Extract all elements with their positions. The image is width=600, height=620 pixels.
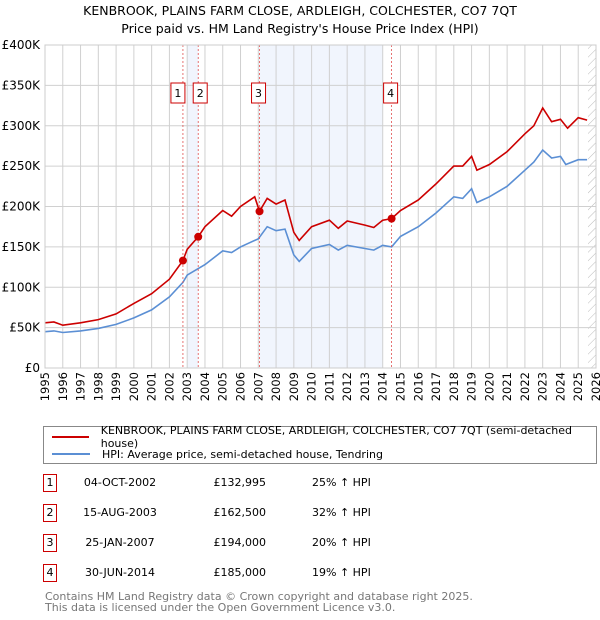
x-tick-label: 2017 — [429, 372, 443, 401]
y-tick-label: £150K — [2, 240, 42, 254]
x-tick-label: 2020 — [482, 372, 496, 401]
x-tick-label: 2004 — [198, 372, 212, 401]
chart-subtitle: Price paid vs. HM Land Registry's House … — [121, 21, 479, 36]
x-tick-label: 2022 — [518, 372, 532, 401]
x-tick-label: 1995 — [38, 372, 52, 401]
x-tick-label: 1999 — [109, 372, 123, 401]
sale-label: 3 — [255, 87, 262, 100]
x-tick-label: 2001 — [145, 372, 159, 401]
legend-label: HPI: Average price, semi-detached house,… — [102, 447, 383, 461]
x-tick-label: 2003 — [180, 372, 194, 401]
y-tick-label: £400K — [2, 38, 42, 52]
price: £132,995 — [213, 476, 267, 489]
y-tick-label: £200K — [2, 200, 42, 214]
x-tick-label: 2024 — [553, 372, 567, 401]
x-tick-label: 2012 — [340, 372, 354, 401]
hpi-diff: 32% ↑ HPI — [312, 506, 371, 519]
x-tick-label: 2016 — [411, 372, 425, 401]
x-tick-label: 2018 — [447, 372, 461, 401]
x-tick-label: 2013 — [358, 372, 372, 401]
series-line — [44, 106, 588, 327]
date: 15-AUG-2003 — [83, 506, 157, 519]
sale-label: 1 — [174, 87, 181, 100]
sale-point — [255, 207, 264, 216]
marker-badge: 3 — [43, 534, 57, 552]
transaction-row: 1 04-OCT-2002 £132,995 25% ↑ HPI — [0, 474, 600, 494]
sale-label: 2 — [197, 87, 204, 100]
x-tick-label: 2008 — [269, 372, 283, 401]
x-tick-label: 2011 — [322, 372, 336, 401]
x-tick-label: 2019 — [465, 372, 479, 401]
legend-label: KENBROOK, PLAINS FARM CLOSE, ARDLEIGH, C… — [100, 424, 573, 450]
hpi-diff: 25% ↑ HPI — [312, 476, 371, 489]
sale-point — [387, 214, 396, 223]
transaction-row: 2 15-AUG-2003 £162,500 32% ↑ HPI — [0, 504, 600, 524]
x-tick-label: 2007 — [251, 372, 265, 401]
transaction-row: 3 25-JAN-2007 £194,000 20% ↑ HPI — [0, 534, 600, 554]
x-tick-label: 2025 — [571, 372, 585, 401]
x-tick-label: 2010 — [305, 372, 319, 401]
footer-licence: This data is licensed under the Open Gov… — [45, 601, 396, 614]
price: £194,000 — [213, 536, 267, 549]
x-tick-label: 1998 — [91, 372, 105, 401]
price: £185,000 — [213, 566, 267, 579]
price: £162,500 — [213, 506, 267, 519]
x-tick-label: 2023 — [536, 372, 550, 401]
blue-line-swatch — [52, 453, 90, 455]
y-tick-label: £300K — [2, 119, 42, 133]
y-tick-label: £50K — [9, 321, 41, 335]
sale-label-box — [383, 82, 399, 104]
x-tick-label: 2005 — [216, 372, 230, 401]
legend: KENBROOK, PLAINS FARM CLOSE, ARDLEIGH, C… — [43, 424, 597, 464]
x-tick-label: 1996 — [56, 372, 70, 401]
marker-badge: 2 — [43, 504, 57, 522]
red-line-swatch — [52, 436, 89, 438]
date: 30-JUN-2014 — [84, 566, 156, 579]
date: 25-JAN-2007 — [85, 536, 155, 549]
x-tick-label: 2015 — [393, 372, 407, 401]
x-tick-label: 2002 — [162, 372, 176, 401]
sale-point — [178, 256, 187, 265]
sale-label-box — [192, 82, 208, 104]
x-tick-label: 2026 — [589, 372, 600, 401]
legend-item-property: KENBROOK, PLAINS FARM CLOSE, ARDLEIGH, C… — [52, 424, 596, 450]
hpi-diff: 19% ↑ HPI — [312, 566, 371, 579]
legend-item-hpi: HPI: Average price, semi-detached house,… — [52, 446, 383, 462]
footer-copyright: Contains HM Land Registry data © Crown c… — [45, 590, 473, 603]
x-tick-label: 2000 — [127, 372, 141, 401]
series-line — [44, 148, 588, 334]
marker-badge: 1 — [43, 474, 57, 492]
x-tick-label: 2014 — [376, 372, 390, 401]
sale-label: 4 — [387, 87, 394, 100]
x-tick-label: 2021 — [500, 372, 514, 401]
sale-point — [194, 232, 203, 241]
hpi-diff: 20% ↑ HPI — [312, 536, 371, 549]
sale-label-box — [251, 82, 267, 104]
transaction-row: 4 30-JUN-2014 £185,000 19% ↑ HPI — [0, 564, 600, 584]
y-tick-label: £0 — [25, 361, 40, 375]
x-tick-label: 2006 — [234, 372, 248, 401]
x-tick-label: 2009 — [287, 372, 301, 401]
y-tick-label: £100K — [2, 280, 42, 294]
plot-border — [44, 44, 597, 369]
sale-label-box — [170, 82, 186, 104]
date: 04-OCT-2002 — [83, 476, 157, 489]
y-tick-label: £350K — [2, 78, 42, 92]
chart-title: KENBROOK, PLAINS FARM CLOSE, ARDLEIGH, C… — [83, 3, 517, 18]
y-tick-label: £250K — [2, 159, 42, 173]
x-tick-label: 1997 — [74, 372, 88, 401]
marker-badge: 4 — [43, 564, 57, 582]
